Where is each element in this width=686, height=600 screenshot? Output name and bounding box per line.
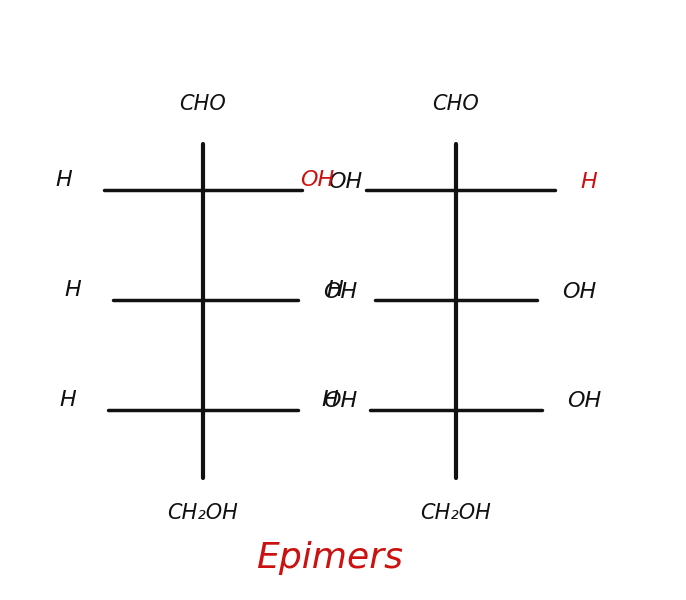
Text: OH: OH: [567, 391, 602, 412]
Text: OH: OH: [328, 172, 362, 191]
Text: H: H: [64, 280, 81, 300]
Text: Epimers: Epimers: [256, 541, 403, 575]
Text: H: H: [60, 390, 76, 410]
Text: H: H: [580, 172, 598, 191]
Text: H: H: [55, 170, 72, 190]
Text: H: H: [322, 390, 338, 410]
Text: OH: OH: [563, 281, 597, 302]
Text: H: H: [327, 280, 343, 300]
Text: OH: OH: [323, 391, 357, 412]
Text: OH: OH: [323, 281, 357, 302]
Text: OH: OH: [300, 170, 334, 190]
Text: CHO: CHO: [433, 94, 480, 114]
Text: CHO: CHO: [180, 94, 226, 114]
Text: CH₂OH: CH₂OH: [421, 503, 491, 523]
Text: CH₂OH: CH₂OH: [167, 503, 239, 523]
